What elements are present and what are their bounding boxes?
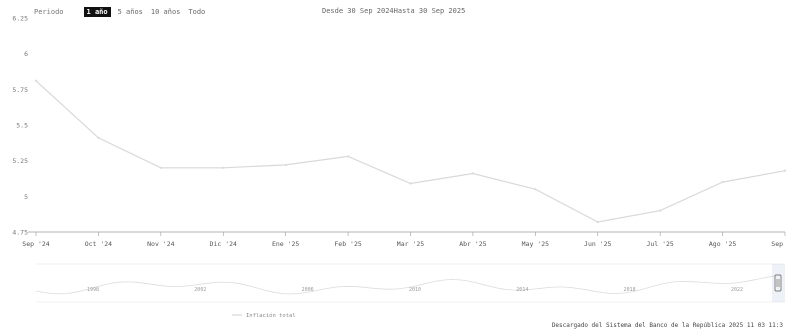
y-tick-label: 5.75: [12, 86, 28, 94]
credits-text: Descargado del Sistema del Banco de la R…: [551, 322, 783, 329]
x-tick-label: Nov '24: [147, 240, 174, 248]
data-point: [346, 155, 350, 158]
navigator-window: [772, 264, 785, 302]
data-point: [222, 166, 225, 169]
navigator-series-line: [35, 275, 781, 295]
period-label: Periodo: [34, 8, 64, 16]
navigator-year-label: 1998: [87, 287, 99, 293]
data-point: [659, 209, 662, 212]
y-tick-label: 4.75: [12, 229, 28, 237]
period-button-1y[interactable]: 1 año: [83, 7, 111, 17]
x-tick-label: May '25: [522, 240, 549, 248]
navigator-year-label: 2010: [409, 287, 421, 293]
data-point: [284, 163, 287, 167]
y-tick-label: 5.25: [12, 157, 28, 165]
data-point: [34, 79, 38, 82]
x-tick-label: Sep '25: [771, 240, 787, 248]
data-point: [721, 180, 724, 184]
navigator-year-label: 2014: [516, 287, 528, 293]
y-tick-label: 6.25: [12, 15, 28, 23]
data-point: [471, 172, 475, 175]
x-tick-label: Sep '24: [22, 240, 49, 248]
data-point: [596, 220, 599, 224]
x-tick-label: Jul '25: [646, 240, 673, 248]
navigator-year-label: 2022: [731, 287, 743, 293]
x-tick-label: Dic '24: [210, 240, 237, 248]
period-button-10y[interactable]: 10 años: [150, 8, 181, 16]
navigator-legend-label: Inflación total: [246, 312, 296, 319]
x-tick-label: Mar '25: [397, 240, 424, 248]
x-tick-label: Ago '25: [709, 240, 736, 248]
data-point: [409, 182, 412, 185]
x-tick-label: Feb '25: [334, 240, 361, 248]
y-tick-label: 5: [24, 193, 28, 201]
period-button-all[interactable]: Todo: [188, 8, 206, 16]
data-point: [97, 136, 100, 139]
navigator-handle[interactable]: [774, 274, 782, 292]
y-tick-label: 5.5: [16, 122, 28, 130]
x-tick-label: Jun '25: [584, 240, 611, 248]
x-tick-label: Ene '25: [272, 240, 299, 248]
x-tick-label: Oct '24: [85, 240, 112, 248]
series-line: [35, 80, 786, 223]
data-point: [159, 166, 162, 169]
x-tick-label: Abr '25: [459, 240, 486, 248]
data-point: [783, 169, 787, 172]
period-selector: Periodo 1 año 5 años 10 años Todo: [34, 7, 206, 17]
y-tick-label: 6: [24, 50, 28, 58]
data-point: [534, 188, 537, 191]
period-button-5y[interactable]: 5 años: [117, 8, 143, 16]
date-range-text[interactable]: Desde 30 Sep 2024Hasta 30 Sep 2025: [322, 7, 466, 15]
navigator-year-label: 2002: [194, 287, 206, 293]
navigator-year-label: 2006: [302, 287, 314, 293]
navigator-year-label: 2018: [624, 287, 636, 293]
